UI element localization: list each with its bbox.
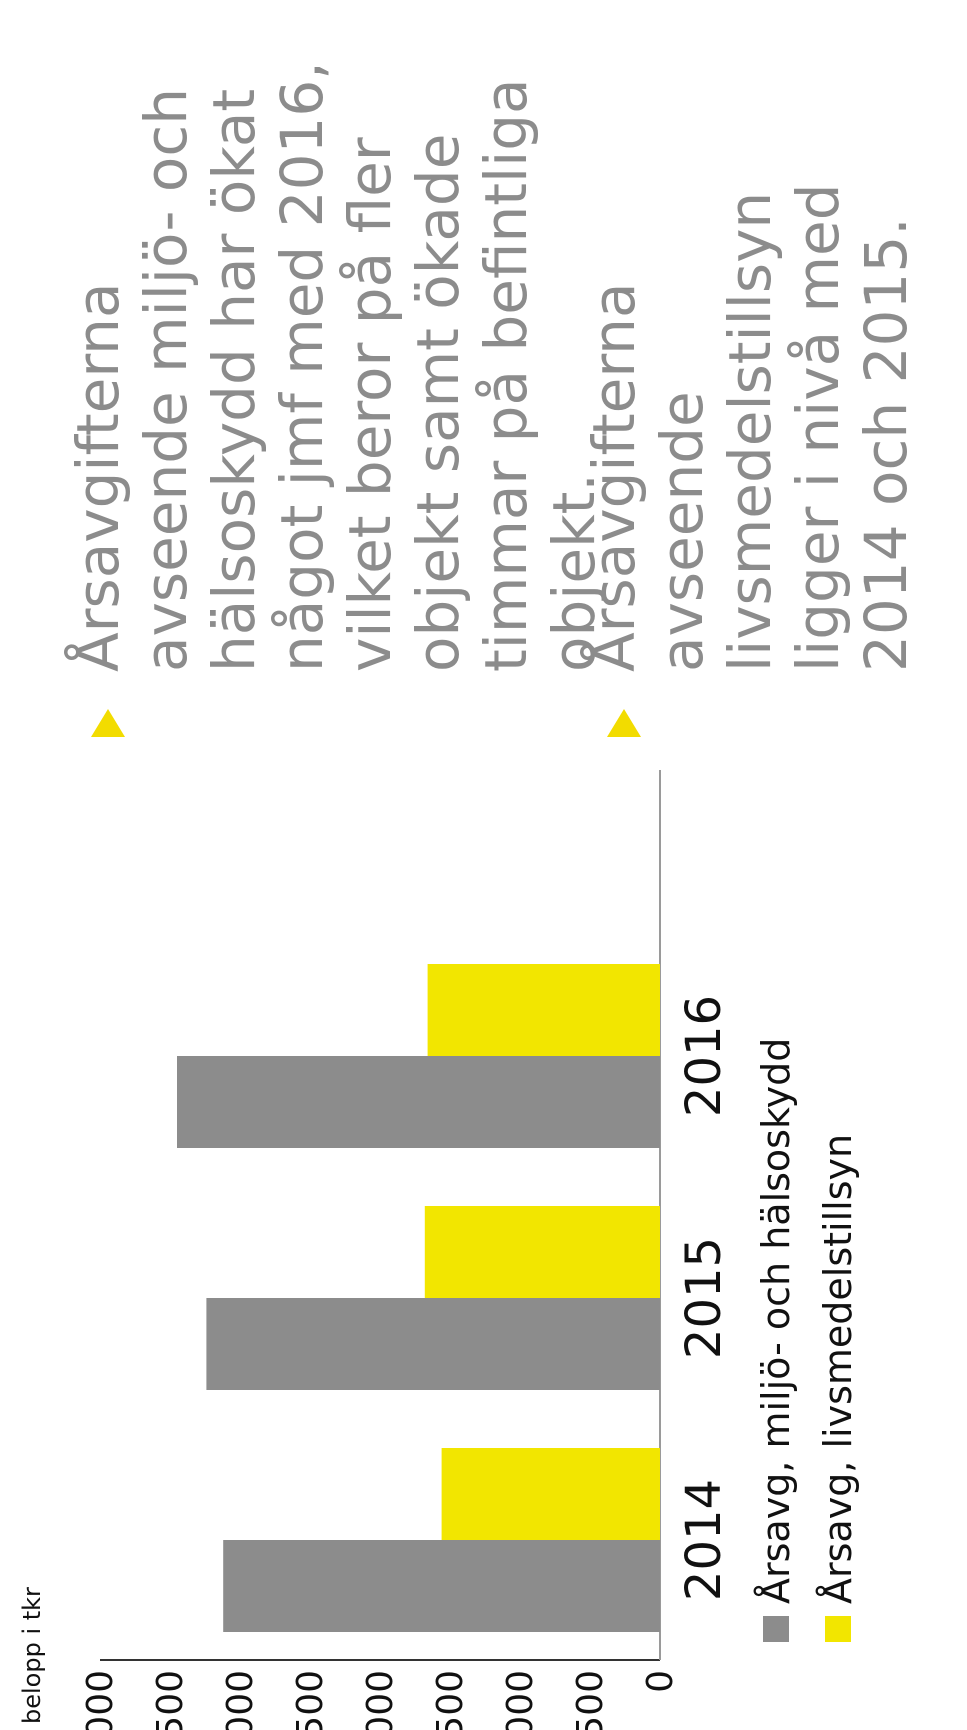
bars — [177, 964, 660, 1632]
legend-swatch — [763, 1616, 789, 1642]
bar-livsmedel-2015 — [424, 1206, 660, 1298]
triangle-icon — [607, 709, 641, 737]
bar-miljo-2014 — [223, 1540, 660, 1632]
y-tick-label: 2 500 — [290, 1670, 331, 1730]
triangle-icon — [91, 709, 125, 737]
legend-label: Årsavg, livsmedelstillsyn — [816, 1133, 860, 1604]
legend-item-livsmedel: Årsavg, livsmedelstillsyn — [816, 1134, 860, 1642]
bar-miljo-2016 — [177, 1056, 660, 1148]
y-axis-title: belopp i tkr — [18, 1587, 46, 1724]
bullet-1: Årsavgifterna avseende miljö- och hälsos… — [64, 20, 608, 740]
x-tick-label-2015: 2015 — [676, 1237, 732, 1359]
x-tick-label-2016: 2016 — [676, 995, 732, 1117]
bullet-2-text: Årsavgifterna avseende livsmedelstillsyn… — [580, 183, 920, 672]
y-tick-label: 4 000 — [80, 1670, 121, 1730]
bullet-1-text: Årsavgifterna avseende miljö- och hälsos… — [64, 61, 608, 672]
legend-item-miljo: Årsavg, miljö- och hälsoskydd — [754, 1038, 798, 1642]
y-tick-label: 1 500 — [430, 1670, 471, 1730]
bar-miljo-2015 — [206, 1298, 660, 1390]
x-axis-labels: 2014 2015 2016 — [676, 995, 732, 1601]
y-tick-label: 3 500 — [150, 1670, 191, 1730]
y-tick-label: 3 000 — [220, 1670, 261, 1730]
y-tick-label: 0 — [640, 1670, 681, 1693]
y-tick-label: 1 000 — [500, 1670, 541, 1730]
legend-label: Årsavg, miljö- och hälsoskydd — [754, 1037, 798, 1604]
bar-livsmedel-2016 — [427, 964, 660, 1056]
y-tick-label: 500 — [570, 1670, 611, 1730]
x-tick-label-2014: 2014 — [676, 1479, 732, 1601]
y-axis-ticks: 0 500 1 000 1 500 2 000 2 500 3 000 3 500 4 000 — [80, 1670, 681, 1730]
bullet-2: Årsavgifterna avseende livsmedelstillsyn… — [580, 20, 920, 740]
bar-livsmedel-2014 — [441, 1448, 660, 1540]
legend-swatch — [825, 1616, 851, 1642]
y-tick-label: 2 000 — [360, 1670, 401, 1730]
